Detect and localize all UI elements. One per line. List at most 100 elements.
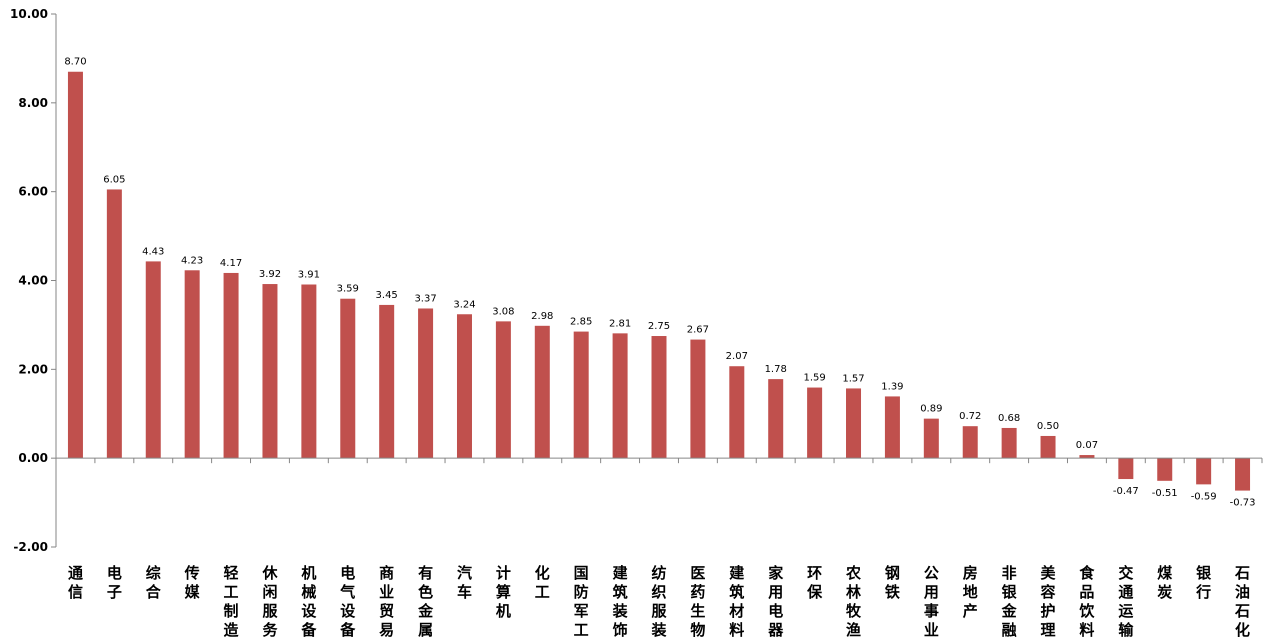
bar <box>807 387 823 459</box>
data-label: 3.08 <box>492 306 514 317</box>
x-tick-char: 生 <box>690 602 705 620</box>
x-tick-label: 综合 <box>145 564 162 601</box>
bar <box>573 331 589 459</box>
data-label: 3.45 <box>376 290 398 301</box>
x-tick-char: 物 <box>690 621 705 639</box>
x-tick-char: 通 <box>1118 583 1133 601</box>
x-tick-char: 机 <box>301 564 316 582</box>
x-tick-char: 化 <box>1235 621 1250 639</box>
x-axis: 通信电子综合传媒轻工制造休闲服务机械设备电气设备商业贸易有色金属汽车计算机化工国… <box>56 457 1263 639</box>
x-tick-char: 传 <box>184 564 200 582</box>
x-tick-char: 制 <box>224 602 239 620</box>
bar <box>1196 458 1212 485</box>
x-tick-char: 医 <box>690 564 705 582</box>
bar <box>612 333 628 459</box>
x-tick-char: 料 <box>1079 621 1094 639</box>
data-label: 1.78 <box>765 364 787 375</box>
y-tick-label: 6.00 <box>18 185 48 199</box>
x-tick-char: 纺 <box>651 564 666 582</box>
data-label: 0.72 <box>959 411 981 422</box>
x-tick-char: 易 <box>379 621 394 639</box>
x-tick-char: 装 <box>650 621 667 639</box>
bar <box>1001 427 1017 459</box>
x-tick-char: 运 <box>1118 602 1133 620</box>
x-tick-char: 工 <box>574 621 589 639</box>
x-tick-char: 设 <box>340 602 355 620</box>
x-tick-char: 保 <box>806 583 823 601</box>
x-tick-char: 金 <box>1001 602 1018 620</box>
x-tick-char: 色 <box>418 583 433 601</box>
x-tick-char: 车 <box>457 583 472 601</box>
x-tick-char: 气 <box>339 583 355 601</box>
x-tick-char: 农 <box>845 564 861 582</box>
data-label: 2.07 <box>726 351 748 362</box>
x-tick-char: 汽 <box>457 564 472 582</box>
bar <box>1079 455 1095 459</box>
x-tick-label: 电气设备 <box>339 564 356 639</box>
x-tick-char: 牧 <box>846 602 862 620</box>
data-label: 1.39 <box>881 381 903 392</box>
x-tick-char: 非 <box>1002 564 1017 582</box>
data-label: -0.47 <box>1113 486 1139 497</box>
bar <box>1235 458 1251 491</box>
x-tick-char: 油 <box>1235 583 1250 601</box>
data-label: 3.92 <box>259 269 281 280</box>
x-tick-label: 钢铁 <box>885 564 900 601</box>
data-label: 2.98 <box>531 311 553 322</box>
bar <box>729 366 745 459</box>
data-label: 0.68 <box>998 413 1020 424</box>
bar <box>67 71 83 459</box>
x-tick-label: 公用事业 <box>924 564 939 639</box>
bar <box>962 426 978 459</box>
x-tick-char: 造 <box>224 621 239 639</box>
data-label: -0.73 <box>1230 498 1256 509</box>
data-label: 2.85 <box>570 317 592 328</box>
x-tick-char: 饮 <box>1078 602 1095 620</box>
bar <box>884 396 900 459</box>
x-tick-char: 械 <box>301 583 316 601</box>
x-tick-char: 容 <box>1040 583 1056 601</box>
x-tick-char: 煤 <box>1157 564 1172 582</box>
x-tick-label: 化工 <box>535 564 550 601</box>
data-label: 2.75 <box>648 321 670 332</box>
x-tick-label: 纺织服装 <box>650 564 667 639</box>
x-tick-char: 设 <box>301 602 316 620</box>
x-tick-char: 品 <box>1079 583 1094 601</box>
y-tick-label: 10.00 <box>10 7 48 21</box>
x-tick-char: 装 <box>612 602 629 620</box>
y-tick-label: 4.00 <box>18 274 48 288</box>
x-tick-label: 医药生物 <box>690 564 705 639</box>
x-tick-char: 工 <box>535 583 550 601</box>
data-label: 4.17 <box>220 258 242 269</box>
x-tick-label: 计算机 <box>496 564 511 620</box>
x-tick-label: 传媒 <box>184 564 201 601</box>
x-tick-char: 信 <box>68 583 83 601</box>
bar <box>184 270 200 459</box>
x-tick-char: 织 <box>651 583 666 601</box>
x-tick-label: 交通运输 <box>1118 564 1134 639</box>
x-tick-char: 电 <box>340 564 355 582</box>
x-tick-char: 饰 <box>613 621 628 639</box>
x-tick-char: 炭 <box>1157 583 1172 601</box>
x-tick-char: 石 <box>1234 564 1250 582</box>
data-label: 4.43 <box>142 246 164 257</box>
x-tick-char: 计 <box>496 564 511 582</box>
x-tick-char: 筑 <box>612 583 628 601</box>
x-tick-char: 建 <box>613 564 629 582</box>
x-tick-char: 商 <box>379 564 394 582</box>
x-tick-char: 渔 <box>846 621 861 639</box>
x-tick-char: 地 <box>963 583 978 601</box>
bar <box>262 284 278 459</box>
x-tick-char: 用 <box>924 583 939 601</box>
x-tick-char: 有 <box>418 564 433 582</box>
x-tick-char: 融 <box>1002 621 1017 639</box>
data-label: 3.37 <box>414 293 436 304</box>
data-label: 0.07 <box>1076 440 1098 451</box>
x-tick-char: 美 <box>1041 564 1057 582</box>
x-tick-char: 护 <box>1041 602 1056 620</box>
data-label: 3.59 <box>337 284 359 295</box>
bar <box>690 339 706 459</box>
x-tick-char: 媒 <box>185 583 201 601</box>
x-tick-char: 器 <box>767 621 784 639</box>
